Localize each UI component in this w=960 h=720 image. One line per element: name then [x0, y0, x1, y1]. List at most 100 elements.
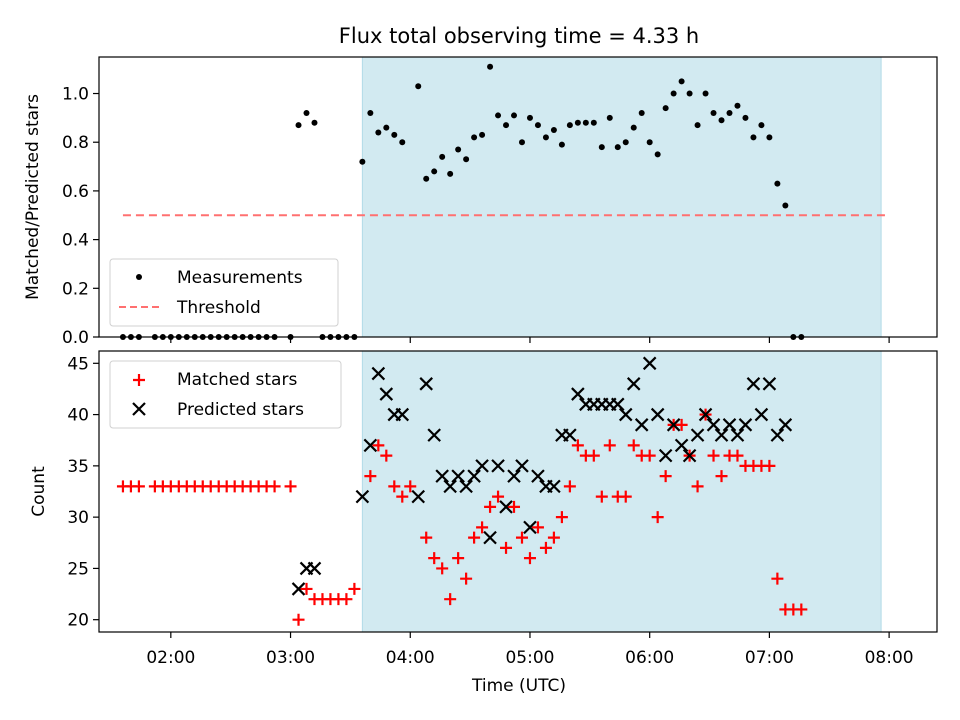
bottom-axes-frame	[98, 350, 938, 633]
measurement-point	[526, 114, 533, 121]
measurement-point	[511, 112, 518, 119]
measurement-point	[614, 144, 621, 151]
legend-matched-label: Matched stars	[177, 370, 297, 390]
measurement-point	[391, 131, 398, 138]
predicted-star-point	[507, 469, 521, 483]
measurement-point	[694, 122, 701, 129]
predicted-star-point	[459, 479, 473, 494]
observing-span-bottom	[361, 350, 882, 633]
predicted-star-point	[499, 500, 513, 514]
matched-star-point	[571, 439, 584, 452]
measurement-point	[303, 110, 310, 116]
matched-stars-points	[116, 408, 808, 626]
bottom-ytick-label: 40	[67, 406, 89, 426]
top-ytick-label: 1.0	[62, 85, 89, 105]
matched-star-point	[707, 449, 720, 462]
measurement-point	[566, 122, 573, 129]
measurement-point	[542, 134, 549, 141]
measurement-point	[423, 175, 430, 182]
measurement-point	[726, 110, 733, 116]
predicted-star-point	[491, 459, 505, 473]
matched-star-point	[300, 582, 313, 595]
matched-star-point	[292, 613, 305, 626]
matched-star-point	[420, 531, 433, 544]
predicted-star-point	[515, 459, 529, 473]
predicted-star-point	[467, 469, 481, 483]
matched-star-point	[492, 490, 505, 503]
predicted-star-point	[363, 438, 378, 453]
matched-star-point	[771, 572, 784, 585]
top-ytick-label: 0.6	[62, 182, 89, 202]
measurement-point	[495, 112, 502, 119]
predicted-star-point	[730, 428, 745, 442]
xtick-label: 06:00	[625, 648, 674, 668]
predicted-star-point	[706, 418, 721, 432]
matched-star-point	[460, 572, 473, 585]
measurement-point	[479, 131, 486, 138]
top-ytick-label: 0.0	[62, 328, 89, 348]
matched-star-point	[452, 552, 465, 565]
matched-star-point	[587, 449, 600, 462]
top-axes-frame	[98, 56, 938, 338]
measurement-point	[686, 90, 693, 97]
matched-star-point	[484, 500, 497, 513]
matched-star-point	[539, 541, 552, 554]
measurement-point	[367, 110, 374, 116]
matched-star-point	[691, 480, 704, 493]
top-ytick-label: 0.4	[62, 231, 89, 251]
predicted-star-point	[634, 418, 649, 432]
bottom-y-axis-label: Count	[29, 466, 49, 517]
measurement-point	[750, 134, 757, 141]
matched-star-point	[555, 511, 568, 524]
top-legend-box	[109, 258, 339, 327]
top-y-axis-label: Matched/Predicted stars	[23, 94, 43, 300]
matched-star-point	[595, 490, 608, 503]
measurement-point	[718, 117, 725, 124]
bottom-panel: 20 25 30 35 40 45 02:00 03:00 04:00 05:00 06:00 07…	[29, 350, 938, 696]
measurement-point	[742, 114, 749, 121]
predicted-star-point	[411, 489, 426, 504]
measurement-point	[463, 156, 470, 163]
bottom-ytick-label: 30	[67, 508, 89, 528]
predicted-star-point	[355, 489, 370, 504]
predicted-star-point	[714, 428, 729, 442]
xtick-label: 07:00	[745, 648, 794, 668]
bottom-legend-box	[109, 360, 342, 429]
matched-star-point	[619, 490, 632, 503]
matched-star-point	[428, 552, 441, 565]
matched-star-point	[643, 449, 656, 462]
measurement-point	[630, 124, 637, 131]
matched-star-point	[675, 418, 688, 431]
measurement-point	[471, 134, 478, 141]
matched-star-point	[515, 531, 528, 544]
measurement-point	[375, 129, 382, 136]
measurement-point	[782, 202, 789, 209]
measurement-point	[431, 168, 438, 175]
predicted-star-point	[674, 438, 689, 453]
measurement-point	[399, 139, 406, 146]
xtick-label: 02:00	[146, 648, 195, 668]
predicted-star-point	[395, 407, 410, 422]
matched-star-point	[284, 480, 297, 493]
measurement-point	[518, 139, 525, 146]
xtick-label: 08:00	[865, 648, 914, 668]
legend-measurements-label: Measurements	[177, 268, 303, 288]
bottom-ytick-label: 20	[67, 611, 89, 631]
predicted-star-point	[571, 387, 585, 401]
predicted-star-point	[523, 520, 537, 535]
predicted-star-point	[658, 448, 673, 463]
predicted-star-point	[563, 428, 577, 442]
predicted-star-point	[778, 418, 793, 432]
bottom-ytick-label: 25	[67, 559, 89, 579]
measurement-point	[662, 105, 669, 112]
top-legend: Measurements Threshold	[109, 258, 339, 327]
measurement-point	[447, 170, 454, 177]
matched-star-point	[715, 470, 728, 483]
measurement-point	[487, 63, 494, 70]
measurement-point	[678, 78, 685, 85]
matched-star-point	[436, 562, 449, 575]
measurement-point	[590, 119, 597, 126]
predicted-star-point	[547, 479, 561, 494]
predicted-star-point	[762, 377, 777, 391]
